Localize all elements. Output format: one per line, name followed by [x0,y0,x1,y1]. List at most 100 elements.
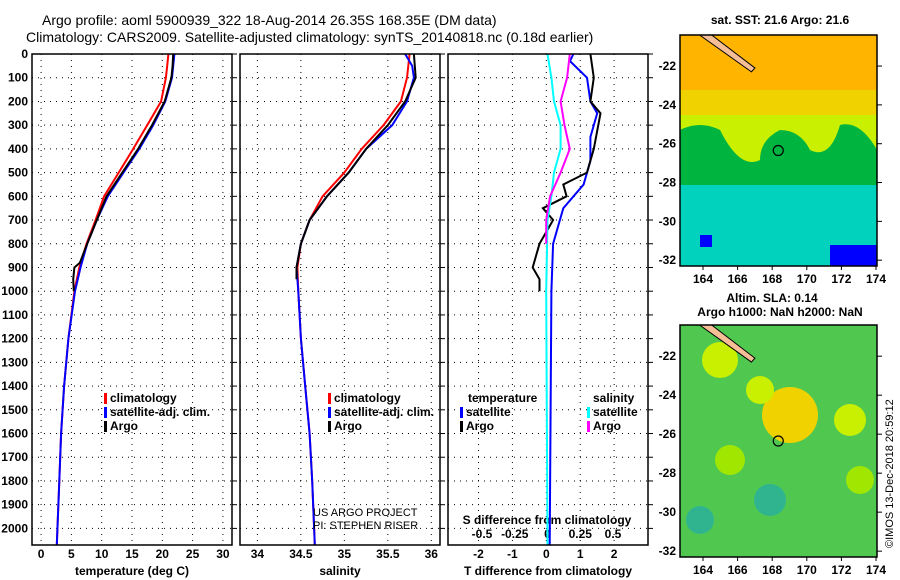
lat-tick-label: -32 [659,253,677,267]
legend-swatch [104,407,107,418]
legend-swatch [460,407,463,418]
title-line-2: Climatology: CARS2009. Satellite-adjuste… [26,29,594,45]
x-tick-label: 35.5 [376,547,400,561]
legend-label: climatology [334,391,401,405]
s-tick-label: 0.25 [569,527,593,541]
x-axis-label: temperature (deg C) [75,564,189,578]
sla-blob [702,342,738,378]
legend-label: climatology [110,391,177,405]
y-tick-label: 1400 [1,379,28,393]
x-tick-label: 0 [543,547,550,561]
lat-tick-label: -22 [659,349,677,363]
y-tick-label: 600 [8,189,28,203]
argo-location-marker [772,435,784,447]
legend-heading-salinity: salinity [593,391,635,405]
lon-tick-label: 164 [693,563,713,577]
plot-frame [239,53,441,546]
series-salinity-argo [545,53,571,244]
legend-label: satellite [593,405,638,419]
map-title: Argo h1000: NaN h2000: NaN [697,305,862,319]
sla-blob [715,445,745,475]
x-tick-label: -2 [473,547,484,561]
lat-tick-label: -26 [659,427,677,441]
panel-1: 0 5 10 15 20 25 300100200300400500600700800900… [1,47,237,578]
y-tick-label: 300 [8,118,28,132]
y-tick-label: 1300 [1,355,28,369]
y-tick-label: 1100 [2,308,28,322]
series-temperature-satellite [548,53,599,546]
y-tick-label: 1700 [1,450,28,464]
legend-swatch [104,421,107,432]
x-axis-label: salinity [319,564,361,578]
map-field [680,35,877,266]
legend-label: satellite-adj. clim. [110,405,210,419]
y-tick-label: 1200 [1,332,28,346]
lon-tick-label: 166 [728,563,748,577]
x-tick-label: 5 [68,547,75,561]
lon-tick-label: 166 [728,272,748,286]
series-salinity-satellite [545,53,562,546]
legend-swatch [587,407,590,418]
sla-blob [762,387,818,443]
band-blue [700,235,877,266]
series-argo [72,53,175,292]
lon-tick-label: 168 [762,563,782,577]
title-line-1: Argo profile: aoml 5900939_322 18-Aug-20… [42,12,497,28]
sla-blob [846,466,874,494]
lon-tick-label: 164 [693,272,713,286]
legend-swatch [587,421,590,432]
sla-map: 164 166 168 170 172 174 -22 -24 -26 -28 -30 -32 Alti… [659,291,887,577]
y-tick-label: 900 [8,260,28,274]
legend-swatch [460,421,463,432]
series-satellite-adj-clim- [55,53,176,546]
lon-tick-label: 172 [831,272,851,286]
sst-map: 164 166 168 170 172 174 -22 -24 -26 -28 -30 -32 sat.… [659,13,887,286]
band-yellow [680,90,877,115]
s-tick-label: -0.5 [472,527,493,541]
plot-frame [447,53,649,546]
legend-label: satellite-adj. clim. [334,405,434,419]
panel-3: -2 -1 0 1 2 T difference from climatology -0.5… [447,53,653,578]
legend-swatch [328,421,331,432]
x-tick-label: 30 [216,547,230,561]
x-tick-label: 2 [611,547,618,561]
x-tick-label: 20 [156,547,170,561]
y-tick-label: 1900 [1,498,28,512]
lat-tick-label: -24 [659,388,677,402]
s-tick-label: -0.25 [501,527,529,541]
x-tick-label: 15 [125,547,139,561]
s-tick-label: 0.5 [605,527,622,541]
x-tick-label: 36 [425,547,439,561]
x-tick-label: 34 [251,547,265,561]
legend-label: Argo [593,419,621,433]
legend-label: Argo [110,419,138,433]
band-orange [680,35,877,90]
y-tick-label: 1000 [1,284,28,298]
lon-tick-label: 172 [831,563,851,577]
y-tick-label: 700 [8,213,28,227]
map-frame [679,34,878,267]
x-tick-label: 34.5 [289,547,313,561]
lon-tick-label: 174 [866,563,886,577]
legend-swatch [104,393,107,404]
map-frame [679,324,878,558]
lon-tick-label: 170 [797,563,817,577]
series-climatology [296,53,411,546]
sla-blob [754,484,786,516]
y-tick-label: 0 [21,47,28,61]
sla-blob [746,376,774,404]
lat-tick-label: -24 [659,98,677,112]
lat-tick-label: -30 [659,214,677,228]
credit-pi: PI: STEPHEN RISER [313,520,418,532]
lat-tick-label: -28 [659,176,677,190]
y-tick-label: 1500 [1,403,28,417]
y-tick-label: 800 [8,237,28,251]
lat-tick-label: -26 [659,137,677,151]
legend-heading-temperature: temperature [468,391,538,405]
legend-label: satellite [466,405,511,419]
x-tick-label: 35 [338,547,352,561]
map-field [680,325,877,557]
legend-label: Argo [334,419,362,433]
